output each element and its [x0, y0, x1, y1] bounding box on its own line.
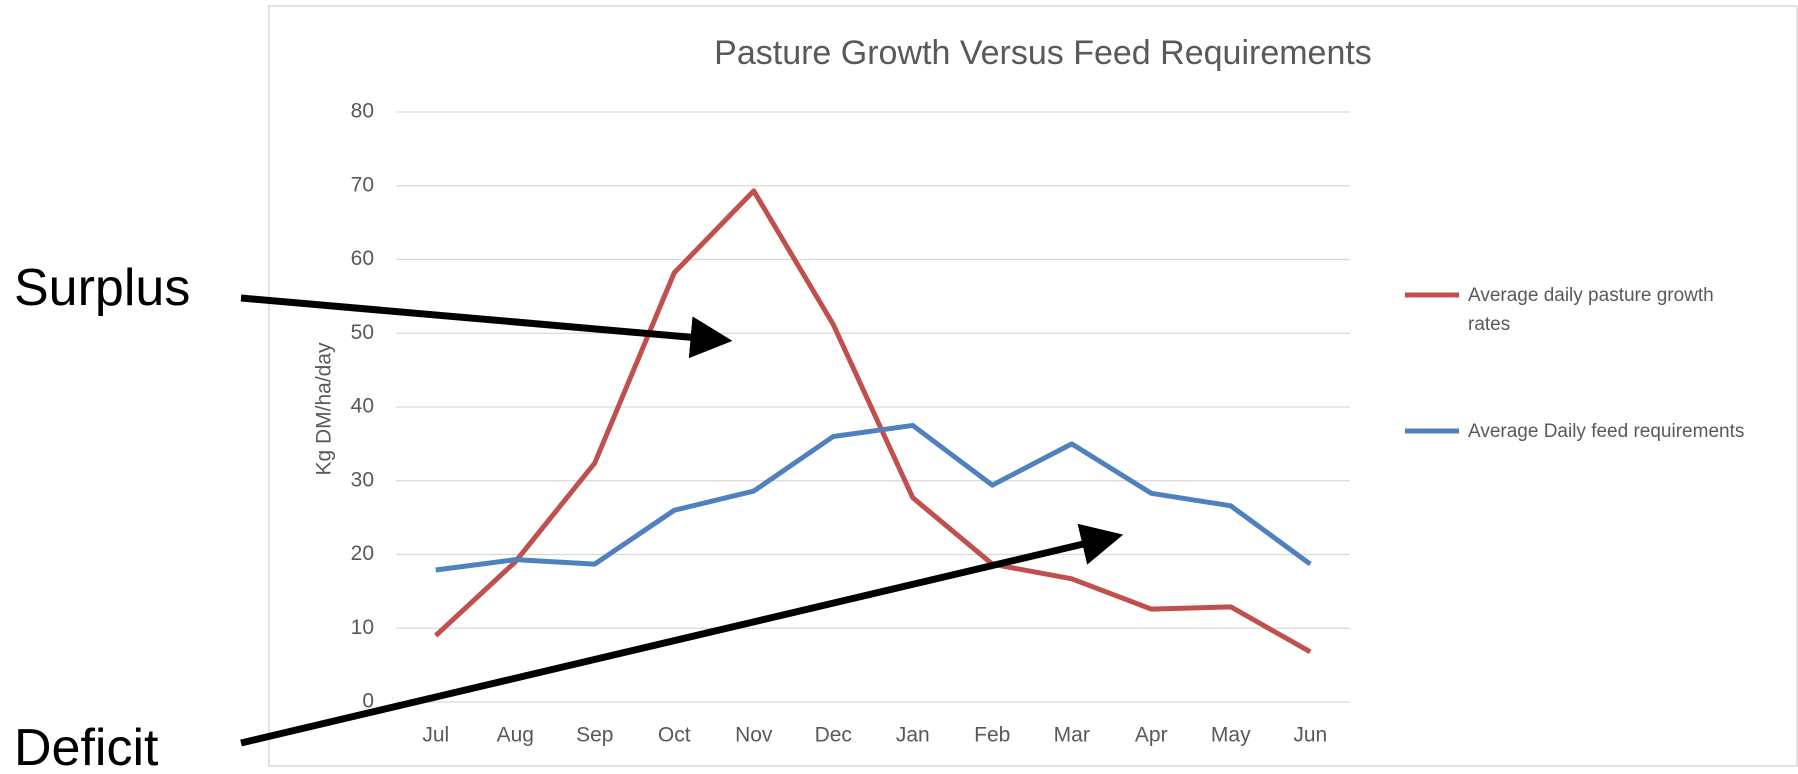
deficit-arrow [240, 523, 1124, 747]
y-tick-label: 40 [351, 395, 374, 418]
x-tick-label: Dec [815, 724, 852, 747]
legend-label: Average daily pasture growth rates [1468, 285, 1714, 335]
x-tick-label: Feb [974, 724, 1010, 747]
y-tick-label: 30 [351, 468, 374, 491]
x-tick-label: Nov [735, 724, 773, 747]
surplus-arrow [240, 294, 733, 359]
x-tick-label: Jun [1293, 724, 1327, 747]
x-tick-label: Oct [658, 724, 691, 747]
y-tick-label: 0 [362, 690, 374, 713]
chart-title: Pasture Growth Versus Feed Requirements [714, 34, 1372, 72]
x-tick-label: Sep [576, 724, 613, 747]
annotation: Surplus [14, 259, 191, 317]
legend-label: Average Daily feed requirements [1468, 421, 1745, 442]
x-tick-label: Mar [1054, 724, 1090, 747]
annotation: Deficit [14, 719, 159, 774]
series-line [434, 188, 1312, 655]
x-tick-label: May [1211, 724, 1251, 747]
x-tick-label: Apr [1135, 724, 1168, 747]
y-axis-label: Kg DM/ha/day [313, 342, 336, 476]
series-line [435, 422, 1312, 573]
y-tick-label: 60 [351, 247, 374, 270]
y-tick-label: 20 [351, 542, 374, 565]
y-tick-label: 80 [351, 100, 374, 123]
x-tick-label: Jan [896, 724, 930, 747]
y-tick-label: 10 [351, 616, 374, 639]
chart-frame [268, 5, 1798, 767]
x-tick-label: Jul [422, 724, 449, 747]
y-tick-label: 50 [351, 321, 374, 344]
x-tick-label: Aug [497, 724, 534, 747]
y-tick-label: 70 [351, 173, 374, 196]
